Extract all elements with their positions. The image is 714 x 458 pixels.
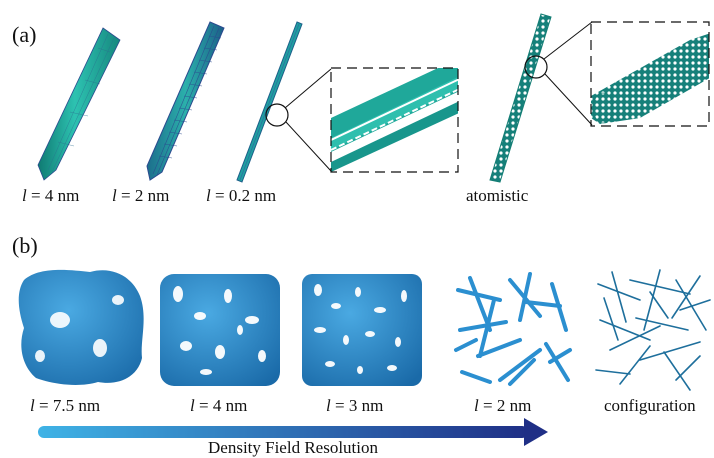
resolution-arrow — [38, 418, 548, 446]
inset-zoom-atomistic — [590, 21, 710, 127]
caption-atomistic: atomistic — [466, 186, 529, 205]
panel-b-label: (b) — [12, 233, 38, 258]
zoom-circle-a — [265, 103, 289, 127]
caption-l7-5: l = 7.5 nm — [30, 396, 101, 415]
rod-atomistic — [489, 13, 552, 183]
rod-configuration — [595, 269, 711, 391]
caption-b-l2: l = 2 nm — [474, 396, 532, 415]
caption-l2: l = 2 nm — [112, 186, 170, 205]
caption-b-l3: l = 3 nm — [326, 396, 384, 415]
arrow-label: Density Field Resolution — [208, 438, 378, 457]
caption-l0-2: l = 0.2 nm — [206, 186, 277, 205]
density-field-l2 — [452, 272, 572, 386]
density-field-l7-5 — [18, 269, 144, 385]
zoom-circle-atomistic — [524, 55, 548, 79]
density-field-l3 — [302, 274, 422, 386]
caption-l4: l = 4 nm — [22, 186, 80, 205]
rod-l2 — [146, 21, 225, 181]
panel-a-label: (a) — [12, 22, 37, 47]
inset-zoom-a — [330, 67, 459, 173]
rod-l0-2 — [236, 21, 303, 183]
caption-configuration: configuration — [604, 396, 696, 415]
caption-b-l4: l = 4 nm — [190, 396, 248, 415]
density-field-l4 — [160, 274, 280, 386]
rod-l4 — [37, 27, 121, 181]
